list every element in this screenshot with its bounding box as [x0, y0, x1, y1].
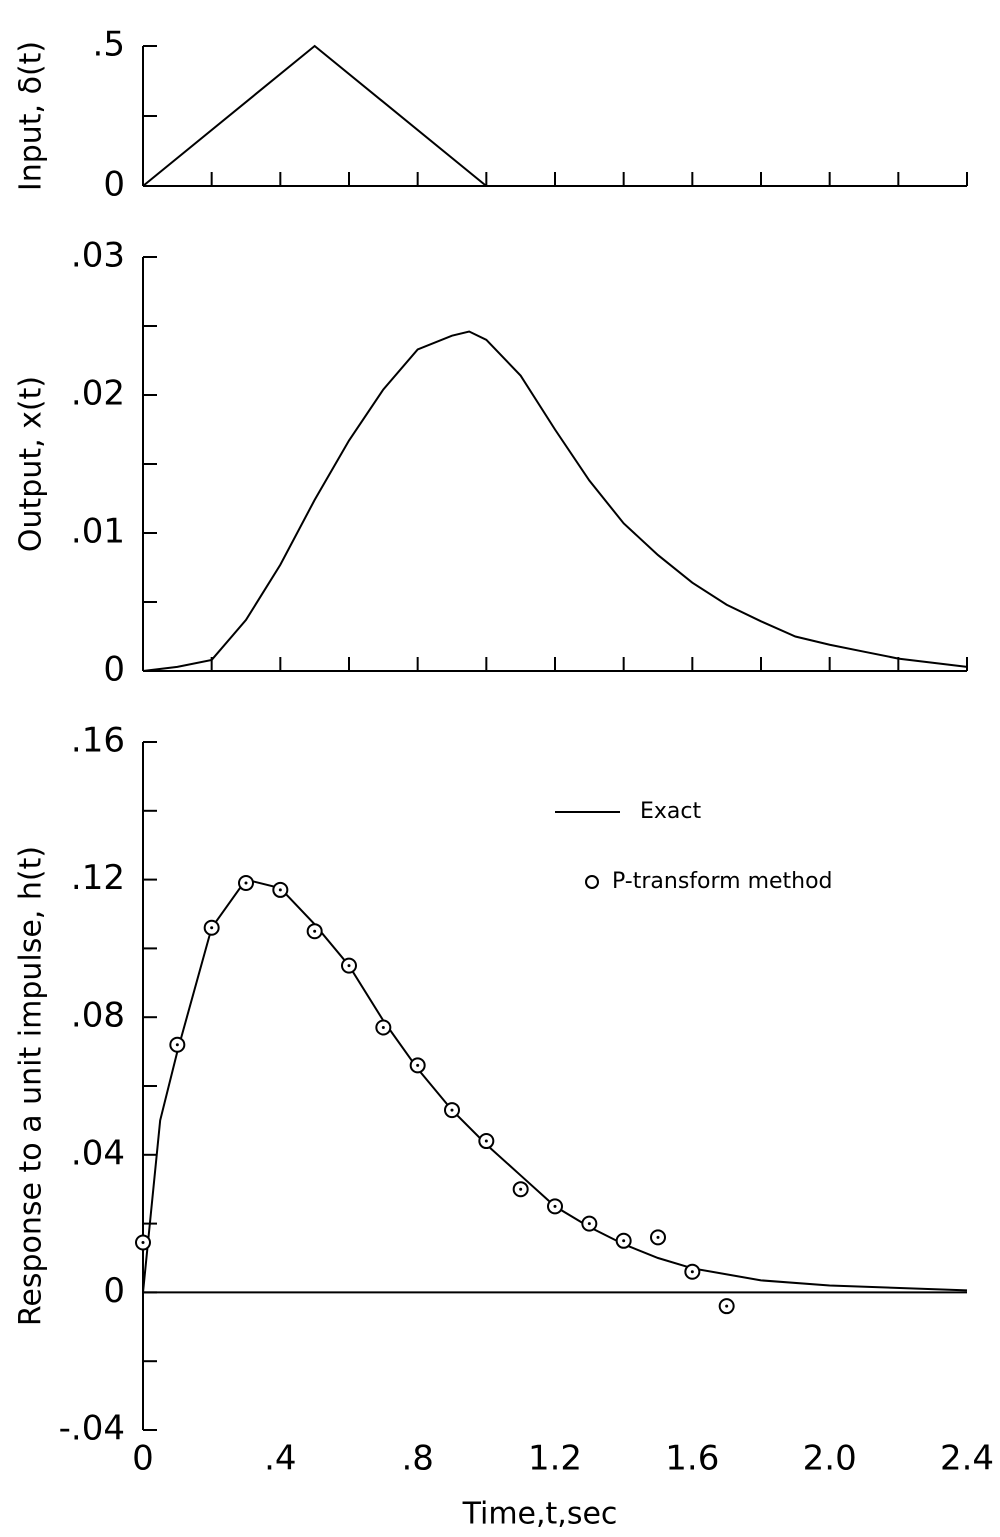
- x-tick-label: 0: [132, 1439, 154, 1479]
- data-line: [142, 878, 968, 1293]
- y-tick-label: .04: [71, 1133, 125, 1173]
- y-tick-label: -.04: [59, 1409, 125, 1449]
- x-tick-label: 2.0: [803, 1439, 857, 1479]
- y-tick-label: .01: [71, 512, 125, 552]
- x-tick-label: 2.4: [940, 1439, 994, 1479]
- y-tick-label: .5: [93, 25, 125, 65]
- point-dot: [450, 1108, 454, 1112]
- legend-label: Exact: [640, 799, 701, 824]
- point-dot: [553, 1204, 557, 1208]
- y-tick-label: .08: [71, 996, 125, 1036]
- x-tick-label: .4: [264, 1439, 296, 1479]
- data-line: [142, 44, 487, 187]
- y-axis-label: Output, x(t): [14, 376, 49, 552]
- y-tick-label: .03: [71, 236, 125, 276]
- panel: Response to a unit impulse, h(t)-.040.04…: [14, 721, 995, 1532]
- point-dot: [622, 1239, 626, 1243]
- y-tick-label: 0: [103, 650, 125, 690]
- point-dot: [725, 1304, 729, 1308]
- x-axis-label: Time,t,sec: [462, 1497, 618, 1532]
- data-line: [142, 330, 968, 672]
- panel: Input, δ(t) 0 .5: [14, 25, 968, 205]
- point-dot: [141, 1241, 145, 1245]
- point-dot: [175, 1043, 179, 1047]
- y-tick-label: .16: [71, 721, 125, 761]
- point-dot: [656, 1235, 660, 1239]
- point-dot: [690, 1270, 694, 1274]
- point-dot: [416, 1063, 420, 1067]
- y-tick-label: .02: [71, 374, 125, 414]
- legend-label: P-transform method: [612, 869, 833, 894]
- y-axis-label: Input, δ(t): [14, 41, 49, 191]
- y-tick-label: 0: [103, 165, 125, 205]
- point-dot: [313, 929, 317, 933]
- point-dot: [519, 1187, 523, 1191]
- point-dot: [381, 1026, 385, 1030]
- point-dot: [244, 881, 248, 885]
- point-dot: [587, 1222, 591, 1226]
- legend-marker: [585, 875, 599, 889]
- point-dot: [484, 1139, 488, 1143]
- y-axis-label: Response to a unit impulse, h(t): [14, 846, 49, 1326]
- x-tick-label: 1.2: [528, 1439, 582, 1479]
- point-dot: [210, 926, 214, 930]
- point-dot: [347, 964, 351, 968]
- point-dot: [278, 888, 282, 892]
- x-tick-label: .8: [401, 1439, 433, 1479]
- x-tick-label: 1.6: [665, 1439, 719, 1479]
- panel: Output, x(t) 0 .01 .02 .03: [14, 236, 968, 690]
- y-tick-label: 0: [103, 1271, 125, 1311]
- y-tick-label: .12: [71, 858, 125, 898]
